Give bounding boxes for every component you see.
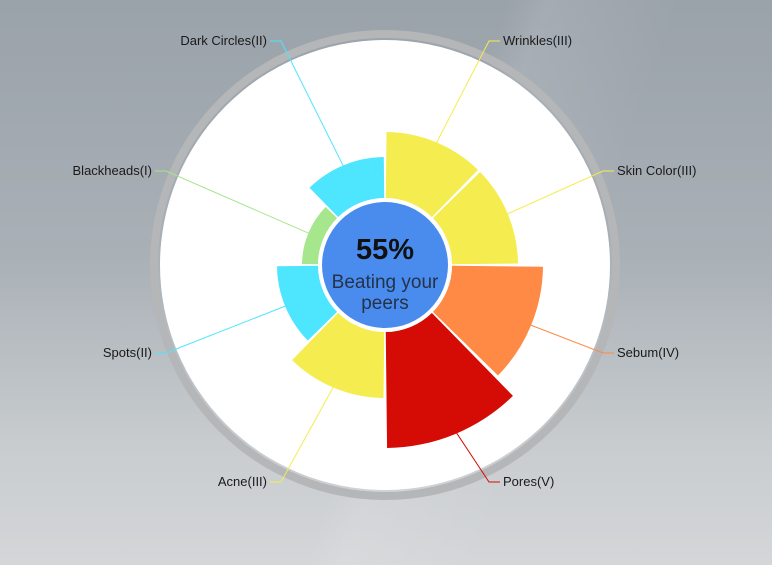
slice-acne [292, 312, 385, 398]
slice-blackheads [302, 206, 338, 265]
label-acne: Acne(III) [218, 474, 267, 489]
leader-line-spots [155, 302, 295, 354]
leader-lines-group [155, 40, 614, 483]
slice-spots [277, 265, 338, 341]
label-pores: Pores(V) [503, 474, 554, 489]
leader-line-pores [450, 424, 500, 483]
slice-pores [385, 312, 513, 448]
center-caption-line-2: peers [361, 293, 409, 314]
leader-line-sebum [521, 321, 614, 354]
labels-group: Wrinkles(III) Skin Color(III) Sebum(IV) Por… [73, 33, 697, 489]
outer-ring [150, 30, 620, 500]
leader-line-skin-color [498, 170, 614, 219]
leader-line-blackheads [155, 170, 318, 238]
slice-wrinkles [385, 132, 478, 218]
slice-dark-circles [309, 157, 385, 218]
leader-line-dark-circles [270, 40, 348, 175]
center-caption-line-1: Beating your [332, 272, 439, 293]
leader-line-wrinkles [431, 40, 500, 152]
center-percent: 55% [356, 234, 414, 266]
slice-skin-color [432, 172, 518, 265]
label-skin-color: Skin Color(III) [617, 163, 696, 178]
leader-line-acne [270, 378, 339, 483]
label-spots: Spots(II) [103, 345, 152, 360]
slices-group [277, 132, 543, 448]
center-disc [322, 202, 448, 328]
slice-sebum [432, 265, 543, 376]
label-blackheads: Blackheads(I) [73, 163, 152, 178]
label-wrinkles: Wrinkles(III) [503, 33, 572, 48]
label-sebum: Sebum(IV) [617, 345, 679, 360]
label-dark-circles: Dark Circles(II) [180, 33, 267, 48]
